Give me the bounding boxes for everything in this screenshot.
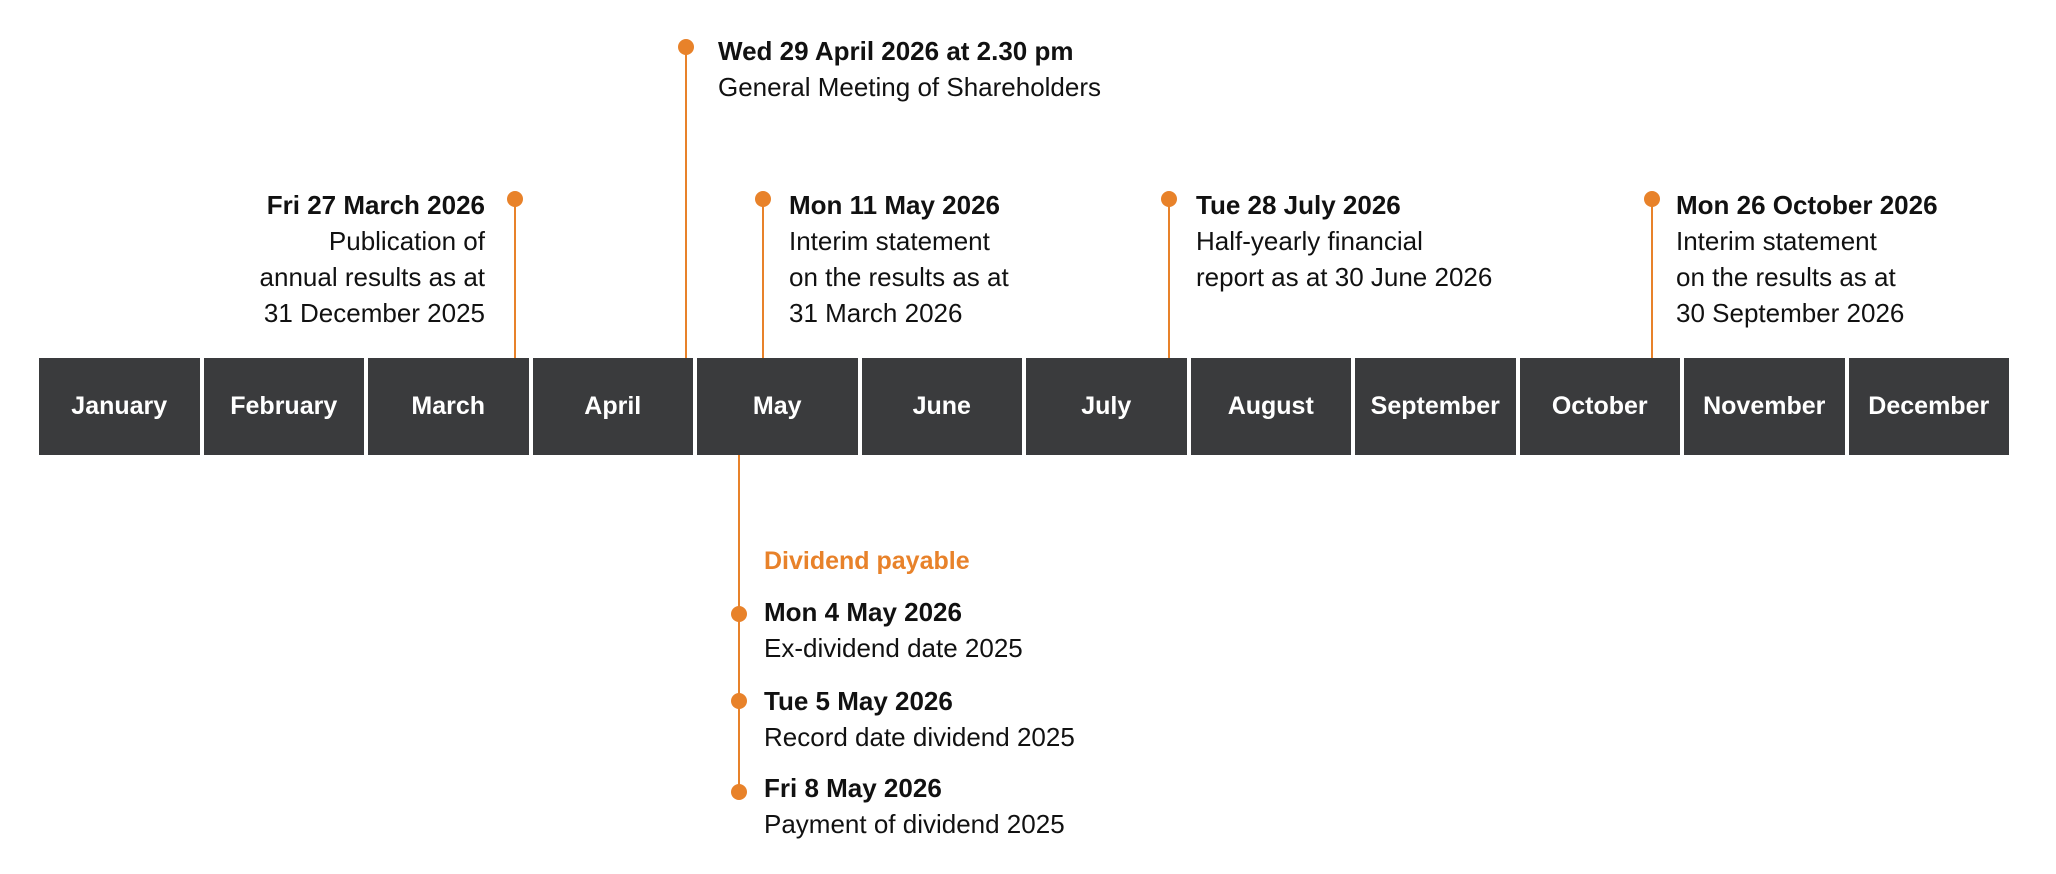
event-general-meeting: Wed 29 April 2026 at 2.30 pm General Mee… [718,33,1101,105]
event-marker-dot [1644,191,1660,207]
month-july: July [1026,358,1187,455]
month-june: June [861,358,1022,455]
event-date: Mon 26 October 2026 [1676,190,1938,220]
dividend-item-record-date: Tue 5 May 2026 Record date dividend 2025 [764,683,1075,755]
dividend-text: Ex-dividend date 2025 [764,633,1023,663]
event-text: 30 September 2026 [1676,298,1905,328]
event-connector-line [514,199,516,358]
month-march: March [368,358,529,455]
event-text: Interim statement [1676,226,1877,256]
event-marker-dot [1161,191,1177,207]
dividend-connector-line [738,455,740,792]
event-date: Mon 11 May 2026 [789,190,1000,220]
event-text: Half-yearly financial [1196,226,1423,256]
event-date: Fri 27 March 2026 [266,190,485,220]
event-text: on the results as at [1676,262,1896,292]
month-september: September [1355,358,1516,455]
month-february: February [203,358,364,455]
event-text: annual results as at [259,262,485,292]
event-marker-dot [755,191,771,207]
event-text: 31 March 2026 [789,298,963,328]
month-november: November [1684,358,1845,455]
event-text: General Meeting of Shareholders [718,72,1102,102]
month-bar: January February March April May June Ju… [39,358,2009,455]
event-marker-dot [678,39,694,55]
month-april: April [532,358,693,455]
month-january: January [39,358,200,455]
month-august: August [1190,358,1351,455]
event-half-yearly: Tue 28 July 2026 Half-yearly financial r… [1196,187,1492,295]
event-connector-line [1651,199,1653,358]
dividend-date: Mon 4 May 2026 [764,597,962,627]
event-marker-dot [507,191,523,207]
event-text: Interim statement [789,226,990,256]
event-connector-line [762,199,764,358]
dividend-title: Dividend payable [764,547,970,575]
event-connector-line [1168,199,1170,358]
dividend-item-payment: Fri 8 May 2026 Payment of dividend 2025 [764,770,1065,842]
dividend-date: Tue 5 May 2026 [764,686,953,716]
event-date: Tue 28 July 2026 [1196,190,1401,220]
event-text: Publication of [328,226,485,256]
event-date: Wed 29 April 2026 at 2.30 pm [718,36,1074,66]
month-may: May [697,358,858,455]
dividend-marker-dot [731,606,747,622]
event-connector-line [685,47,687,358]
event-annual-results: Fri 27 March 2026 Publication of annual … [260,187,485,331]
dividend-text: Payment of dividend 2025 [764,809,1065,839]
dividend-item-ex-date: Mon 4 May 2026 Ex-dividend date 2025 [764,594,1023,666]
month-october: October [1519,358,1680,455]
event-text: on the results as at [789,262,1009,292]
event-interim-q3: Mon 26 October 2026 Interim statement on… [1676,187,1938,331]
month-december: December [1848,358,2009,455]
event-text: report as at 30 June 2026 [1196,262,1493,292]
event-text: 31 December 2025 [263,298,485,328]
event-interim-q1: Mon 11 May 2026 Interim statement on the… [789,187,1009,331]
dividend-date: Fri 8 May 2026 [764,773,942,803]
dividend-marker-dot [731,784,747,800]
dividend-text: Record date dividend 2025 [764,722,1075,752]
dividend-marker-dot [731,693,747,709]
